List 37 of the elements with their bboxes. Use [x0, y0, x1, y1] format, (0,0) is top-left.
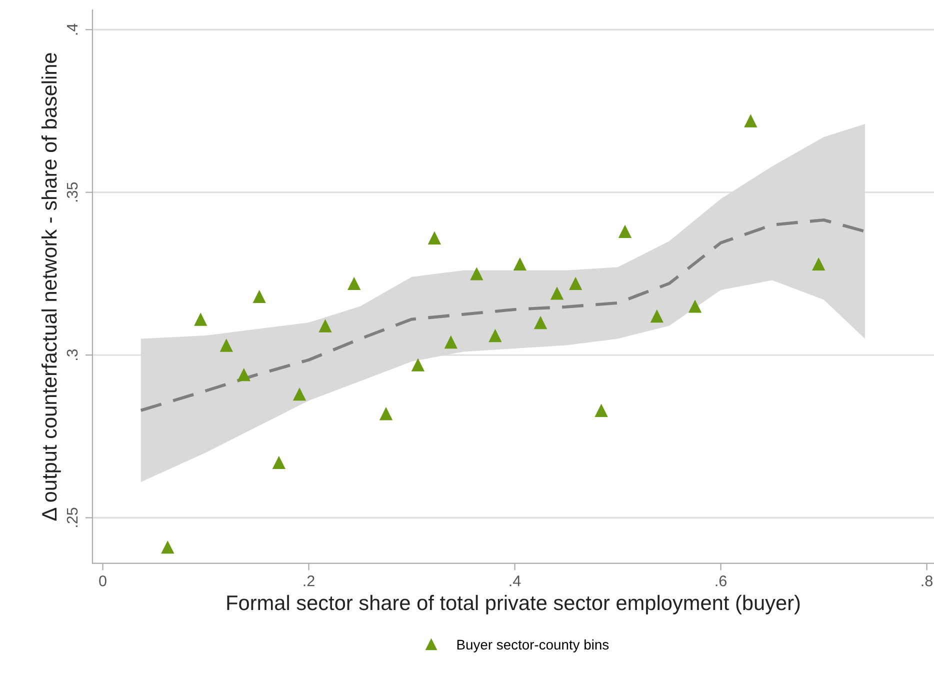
x-tick-label: .8: [922, 576, 932, 586]
point: [252, 290, 266, 304]
point: [488, 328, 502, 342]
legend-label: Buyer sector-county bins: [457, 639, 609, 652]
point: [470, 267, 484, 280]
y-tick-label: .3: [66, 349, 78, 360]
point: [161, 540, 174, 554]
point: [194, 312, 208, 326]
point: [812, 257, 826, 271]
point: [220, 338, 233, 352]
x-tick-label: .6: [716, 576, 726, 586]
point: [379, 407, 393, 420]
x-tick-label: 0: [99, 576, 106, 586]
point: [550, 286, 564, 300]
point: [348, 276, 361, 290]
y-axis-title: Δ output counterfactual network - share of baseline: [41, 53, 61, 521]
point: [513, 257, 527, 271]
x-axis-title: Formal sector share of total private sector employment (buyer): [227, 594, 800, 614]
point: [650, 309, 664, 323]
point: [292, 387, 306, 401]
point: [318, 319, 332, 332]
point: [534, 316, 548, 330]
point: [272, 456, 286, 470]
point: [618, 224, 632, 238]
x-tick-label: .2: [304, 576, 314, 586]
y-tick-label: .25: [66, 508, 78, 527]
point: [237, 368, 250, 382]
point: [744, 114, 758, 128]
point: [428, 231, 442, 244]
point: [411, 358, 425, 372]
point: [594, 404, 608, 417]
y-tick-label: .35: [66, 182, 78, 202]
point: [688, 300, 702, 313]
point: [568, 276, 582, 290]
point: [444, 335, 458, 349]
y-tick-label: .4: [66, 24, 78, 35]
x-tick-label: .4: [510, 576, 521, 586]
